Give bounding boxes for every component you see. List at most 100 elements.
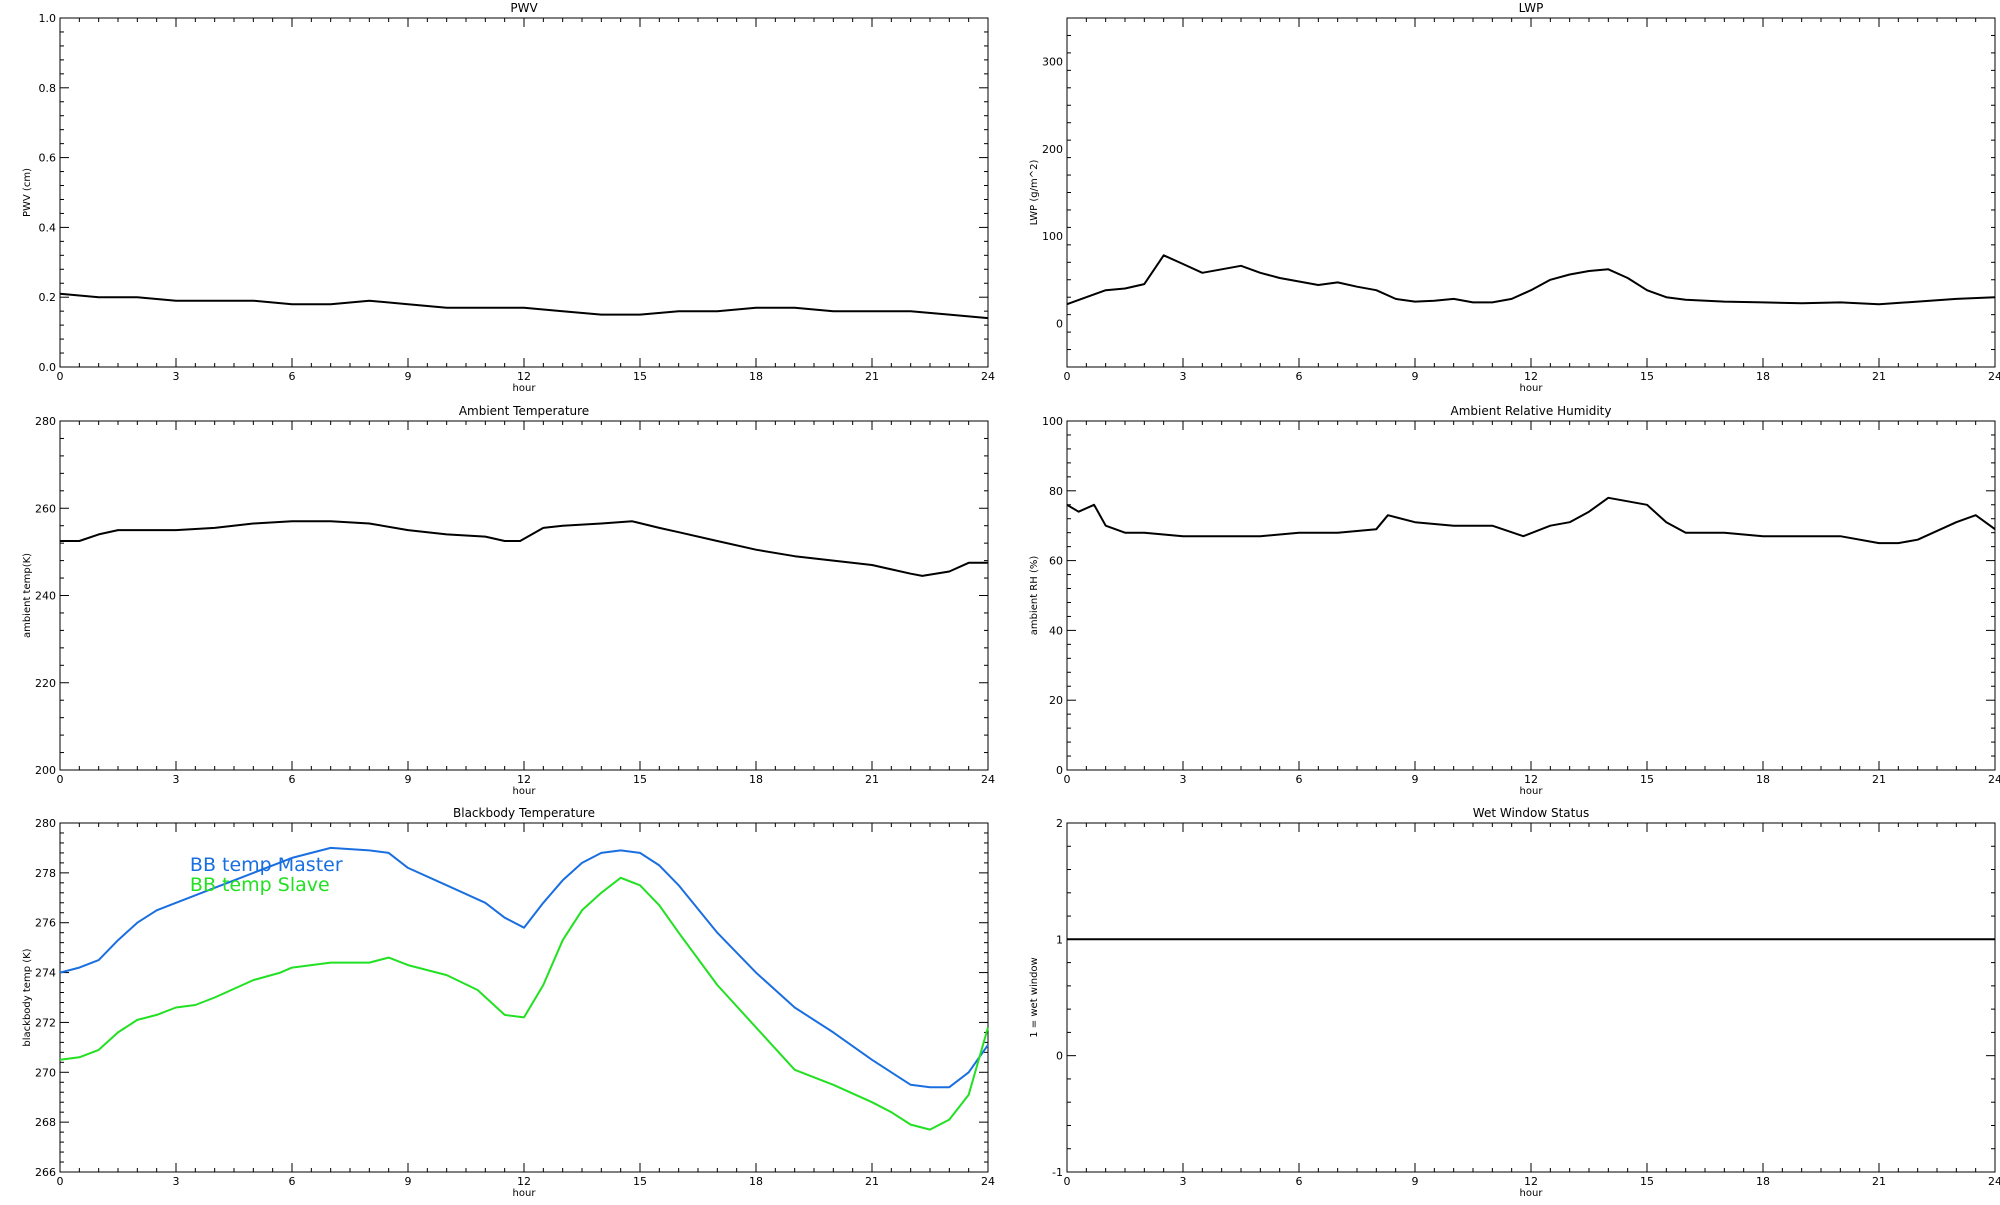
y-tick-label: 276 (35, 917, 56, 930)
x-tick-label: 21 (865, 370, 879, 383)
x-tick-label: 18 (1756, 370, 1770, 383)
x-tick-label: 24 (1988, 1175, 2000, 1188)
y-tick-label: 278 (35, 867, 56, 880)
x-tick-label: 15 (1640, 370, 1654, 383)
x-tick-label: 0 (1064, 773, 1071, 786)
y-tick-label: 0.0 (39, 361, 57, 374)
y-axis-label: LWP (g/m^2) (1029, 160, 1040, 226)
x-tick-label: 9 (405, 370, 412, 383)
x-tick-label: 21 (1872, 370, 1886, 383)
series-line (1066, 496, 1996, 545)
chart-title: PWV (510, 1, 538, 15)
y-tick-label: 60 (1049, 555, 1063, 568)
y-tick-label: 300 (1042, 56, 1063, 69)
x-tick-label: 24 (981, 370, 995, 383)
legend-entry: BB temp Master (190, 854, 343, 876)
plot-frame (1066, 822, 1996, 1173)
y-tick-label: 272 (35, 1016, 56, 1029)
y-tick-label: 200 (1042, 143, 1063, 156)
y-tick-label: 266 (35, 1166, 56, 1179)
y-tick-label: 0.6 (39, 152, 57, 165)
y-tick-label: 268 (35, 1116, 56, 1129)
x-tick-label: 18 (749, 1175, 763, 1188)
y-axis-label: ambient temp(K) (22, 553, 33, 638)
series-line (59, 292, 989, 320)
chart-panel: Blackbody Temperature 0 3 6 9 12 15 18 21 24 hour 2… (22, 806, 995, 1199)
x-tick-label: 3 (173, 1175, 180, 1188)
x-axis-label: hour (1520, 1188, 1544, 1199)
y-tick-label: 0 (1056, 764, 1063, 777)
x-tick-label: 0 (1064, 1175, 1071, 1188)
plot-frame (1066, 420, 1996, 771)
y-axis-label: ambient RH (%) (1029, 556, 1040, 636)
x-tick-label: 18 (749, 773, 763, 786)
y-tick-label: 270 (35, 1066, 56, 1079)
y-tick-label: 240 (35, 590, 56, 603)
series-line (1066, 254, 1996, 306)
x-tick-label: 24 (981, 1175, 995, 1188)
x-tick-label: 21 (865, 1175, 879, 1188)
chart-title: Ambient Temperature (459, 404, 589, 418)
y-axis-label: 1 = wet window (1029, 957, 1040, 1037)
y-tick-label: 260 (35, 502, 56, 515)
x-tick-label: 6 (1296, 773, 1303, 786)
chart-panel: Ambient Temperature 0 3 6 9 12 15 18 21 24 hour 200… (22, 404, 995, 797)
x-tick-label: 3 (173, 773, 180, 786)
series-line (59, 846, 989, 1089)
x-tick-label: 0 (57, 1175, 64, 1188)
chart-title: Ambient Relative Humidity (1451, 404, 1612, 418)
x-tick-label: 3 (1180, 773, 1187, 786)
x-tick-label: 15 (633, 370, 647, 383)
x-tick-label: 6 (1296, 370, 1303, 383)
y-tick-label: 200 (35, 764, 56, 777)
x-tick-label: 18 (1756, 773, 1770, 786)
x-tick-label: 12 (517, 773, 531, 786)
y-tick-label: 0 (1056, 317, 1063, 330)
series-line (59, 876, 989, 1131)
x-tick-label: 21 (1872, 773, 1886, 786)
x-tick-label: 12 (1524, 370, 1538, 383)
chart-title: LWP (1519, 1, 1544, 15)
y-tick-label: 20 (1049, 694, 1063, 707)
x-tick-label: 21 (865, 773, 879, 786)
x-tick-label: 0 (1064, 370, 1071, 383)
y-axis-label: blackbody temp (K) (22, 948, 33, 1046)
x-tick-label: 12 (517, 370, 531, 383)
y-tick-label: 280 (35, 817, 56, 830)
chart-panel: Ambient Relative Humidity 0 3 6 9 12 15 18 21 24 h… (1029, 404, 2000, 797)
x-tick-label: 6 (289, 1175, 296, 1188)
plot-frame (1066, 17, 1996, 368)
x-tick-label: 0 (57, 773, 64, 786)
x-tick-label: 3 (173, 370, 180, 383)
x-tick-label: 15 (1640, 1175, 1654, 1188)
x-tick-label: 24 (1988, 773, 2000, 786)
x-tick-label: 15 (1640, 773, 1654, 786)
chart-title: Wet Window Status (1473, 806, 1589, 820)
y-tick-label: 1.0 (39, 12, 57, 25)
x-tick-label: 15 (633, 773, 647, 786)
y-tick-label: -1 (1052, 1166, 1063, 1179)
x-tick-label: 9 (405, 1175, 412, 1188)
chart-title: Blackbody Temperature (453, 806, 595, 820)
x-tick-label: 18 (1756, 1175, 1770, 1188)
y-tick-label: 40 (1049, 624, 1063, 637)
x-axis-label: hour (513, 383, 537, 394)
x-tick-label: 9 (1412, 1175, 1419, 1188)
chart-panel: LWP 0 3 6 9 12 15 18 21 24 hour 0 100 200 300 LWP (g/m^… (1029, 1, 2000, 394)
series-line (60, 520, 988, 577)
x-axis-label: hour (1520, 786, 1544, 797)
x-tick-label: 9 (405, 773, 412, 786)
y-tick-label: 1 (1056, 933, 1063, 946)
y-tick-label: 0.8 (39, 82, 57, 95)
x-tick-label: 12 (517, 1175, 531, 1188)
x-tick-label: 6 (289, 773, 296, 786)
plot-frame (59, 420, 989, 771)
x-tick-label: 12 (1524, 773, 1538, 786)
x-axis-label: hour (1520, 383, 1544, 394)
x-tick-label: 24 (1988, 370, 2000, 383)
x-tick-label: 6 (1296, 1175, 1303, 1188)
y-tick-label: 2 (1056, 817, 1063, 830)
